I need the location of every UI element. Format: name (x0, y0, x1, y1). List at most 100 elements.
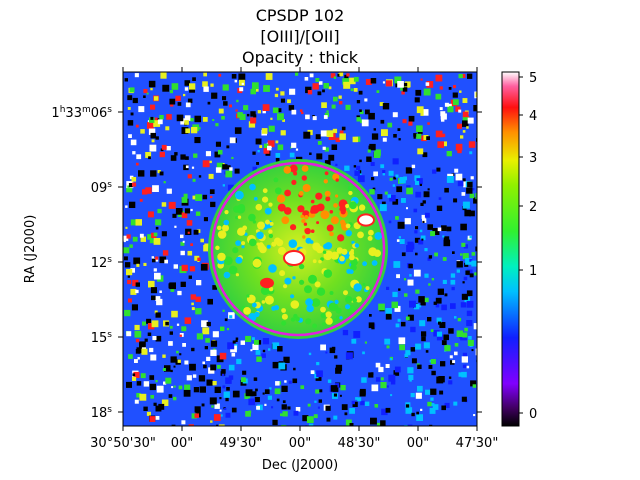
noise-pixel (409, 300, 416, 308)
core-blob (345, 223, 351, 229)
noise-pixel (448, 87, 452, 90)
noise-pixel (410, 393, 415, 398)
core-blob (290, 300, 300, 309)
noise-pixel (162, 250, 169, 256)
noise-pixel (369, 189, 375, 195)
noise-pixel (462, 364, 467, 369)
noise-pixel (471, 349, 474, 352)
noise-pixel (143, 95, 146, 98)
noise-pixel (427, 122, 430, 125)
noise-pixel (462, 111, 469, 118)
noise-pixel (231, 74, 237, 79)
noise-pixel (388, 220, 392, 224)
noise-pixel (355, 397, 358, 400)
core-blob (273, 305, 280, 311)
noise-pixel (474, 272, 477, 276)
noise-pixel (346, 73, 350, 77)
noise-pixel (188, 424, 194, 426)
core-blob (236, 204, 246, 214)
noise-pixel (392, 158, 399, 165)
noise-pixel (385, 407, 391, 413)
noise-pixel (267, 395, 272, 400)
core-blob (333, 203, 338, 208)
noise-pixel (163, 181, 166, 184)
core-blob (301, 175, 307, 181)
noise-pixel (203, 244, 210, 252)
noise-pixel (424, 297, 429, 303)
core-blob (246, 294, 250, 298)
core-blob (298, 191, 304, 196)
noise-pixel (469, 235, 472, 239)
core-blob (254, 311, 260, 317)
core-blob (291, 179, 297, 185)
noise-pixel (398, 138, 401, 141)
noise-pixel (256, 162, 259, 165)
noise-pixel (184, 317, 192, 324)
noise-pixel (214, 403, 220, 409)
core-blob (284, 277, 292, 285)
noise-pixel (454, 168, 459, 173)
colorbar-ticks: 5 4 3 2 1 0 (519, 71, 537, 422)
noise-pixel (349, 423, 354, 426)
noise-pixel (377, 422, 382, 426)
core-blob (335, 307, 342, 314)
core-blob (276, 194, 286, 203)
noise-pixel (304, 77, 309, 81)
noise-pixel (220, 414, 223, 417)
core-blob (316, 221, 320, 225)
noise-pixel (390, 394, 393, 397)
noise-pixel (436, 334, 443, 341)
core-blob (350, 264, 357, 271)
noise-pixel (426, 81, 434, 88)
noise-pixel (264, 389, 270, 394)
noise-pixel (227, 184, 234, 191)
noise-pixel (308, 423, 314, 426)
core-blob (323, 269, 333, 278)
noise-pixel (288, 105, 295, 111)
noise-pixel (257, 150, 260, 153)
noise-pixel (226, 328, 230, 331)
core-blob (368, 209, 373, 214)
noise-pixel (149, 117, 155, 123)
noise-pixel (135, 338, 140, 343)
noise-pixel (382, 170, 386, 174)
noise-pixel (224, 407, 227, 410)
core-blob (320, 257, 324, 261)
core-blob (325, 311, 332, 318)
noise-pixel (407, 367, 414, 374)
noise-pixel (250, 349, 253, 352)
noise-pixel (353, 76, 359, 82)
noise-pixel (138, 170, 145, 177)
noise-pixel (337, 73, 341, 77)
core-blob (308, 274, 317, 284)
core-blob (283, 284, 288, 289)
noise-pixel (392, 184, 396, 187)
noise-pixel (301, 111, 304, 115)
noise-pixel (150, 116, 154, 120)
noise-pixel (406, 187, 413, 195)
noise-pixel (370, 417, 377, 425)
noise-pixel (405, 407, 413, 414)
noise-pixel (144, 338, 148, 342)
noise-pixel (342, 329, 349, 336)
noise-pixel (128, 354, 133, 359)
noise-pixel (213, 414, 221, 421)
noise-pixel (277, 144, 284, 151)
noise-pixel (256, 405, 260, 410)
noise-pixel (187, 231, 190, 234)
noise-pixel (379, 204, 387, 212)
noise-pixel (170, 103, 174, 107)
noise-pixel (123, 239, 126, 243)
noise-pixel (124, 262, 131, 268)
noise-pixel (442, 279, 447, 284)
noise-pixel (317, 91, 322, 96)
noise-pixel (275, 381, 280, 386)
noise-pixel (175, 95, 181, 102)
noise-pixel (129, 201, 136, 208)
noise-pixel (262, 338, 270, 345)
noise-pixel (448, 380, 453, 385)
noise-pixel (234, 127, 242, 134)
noise-pixel (151, 320, 159, 328)
noise-pixel (436, 205, 443, 211)
core-blob (348, 190, 353, 196)
